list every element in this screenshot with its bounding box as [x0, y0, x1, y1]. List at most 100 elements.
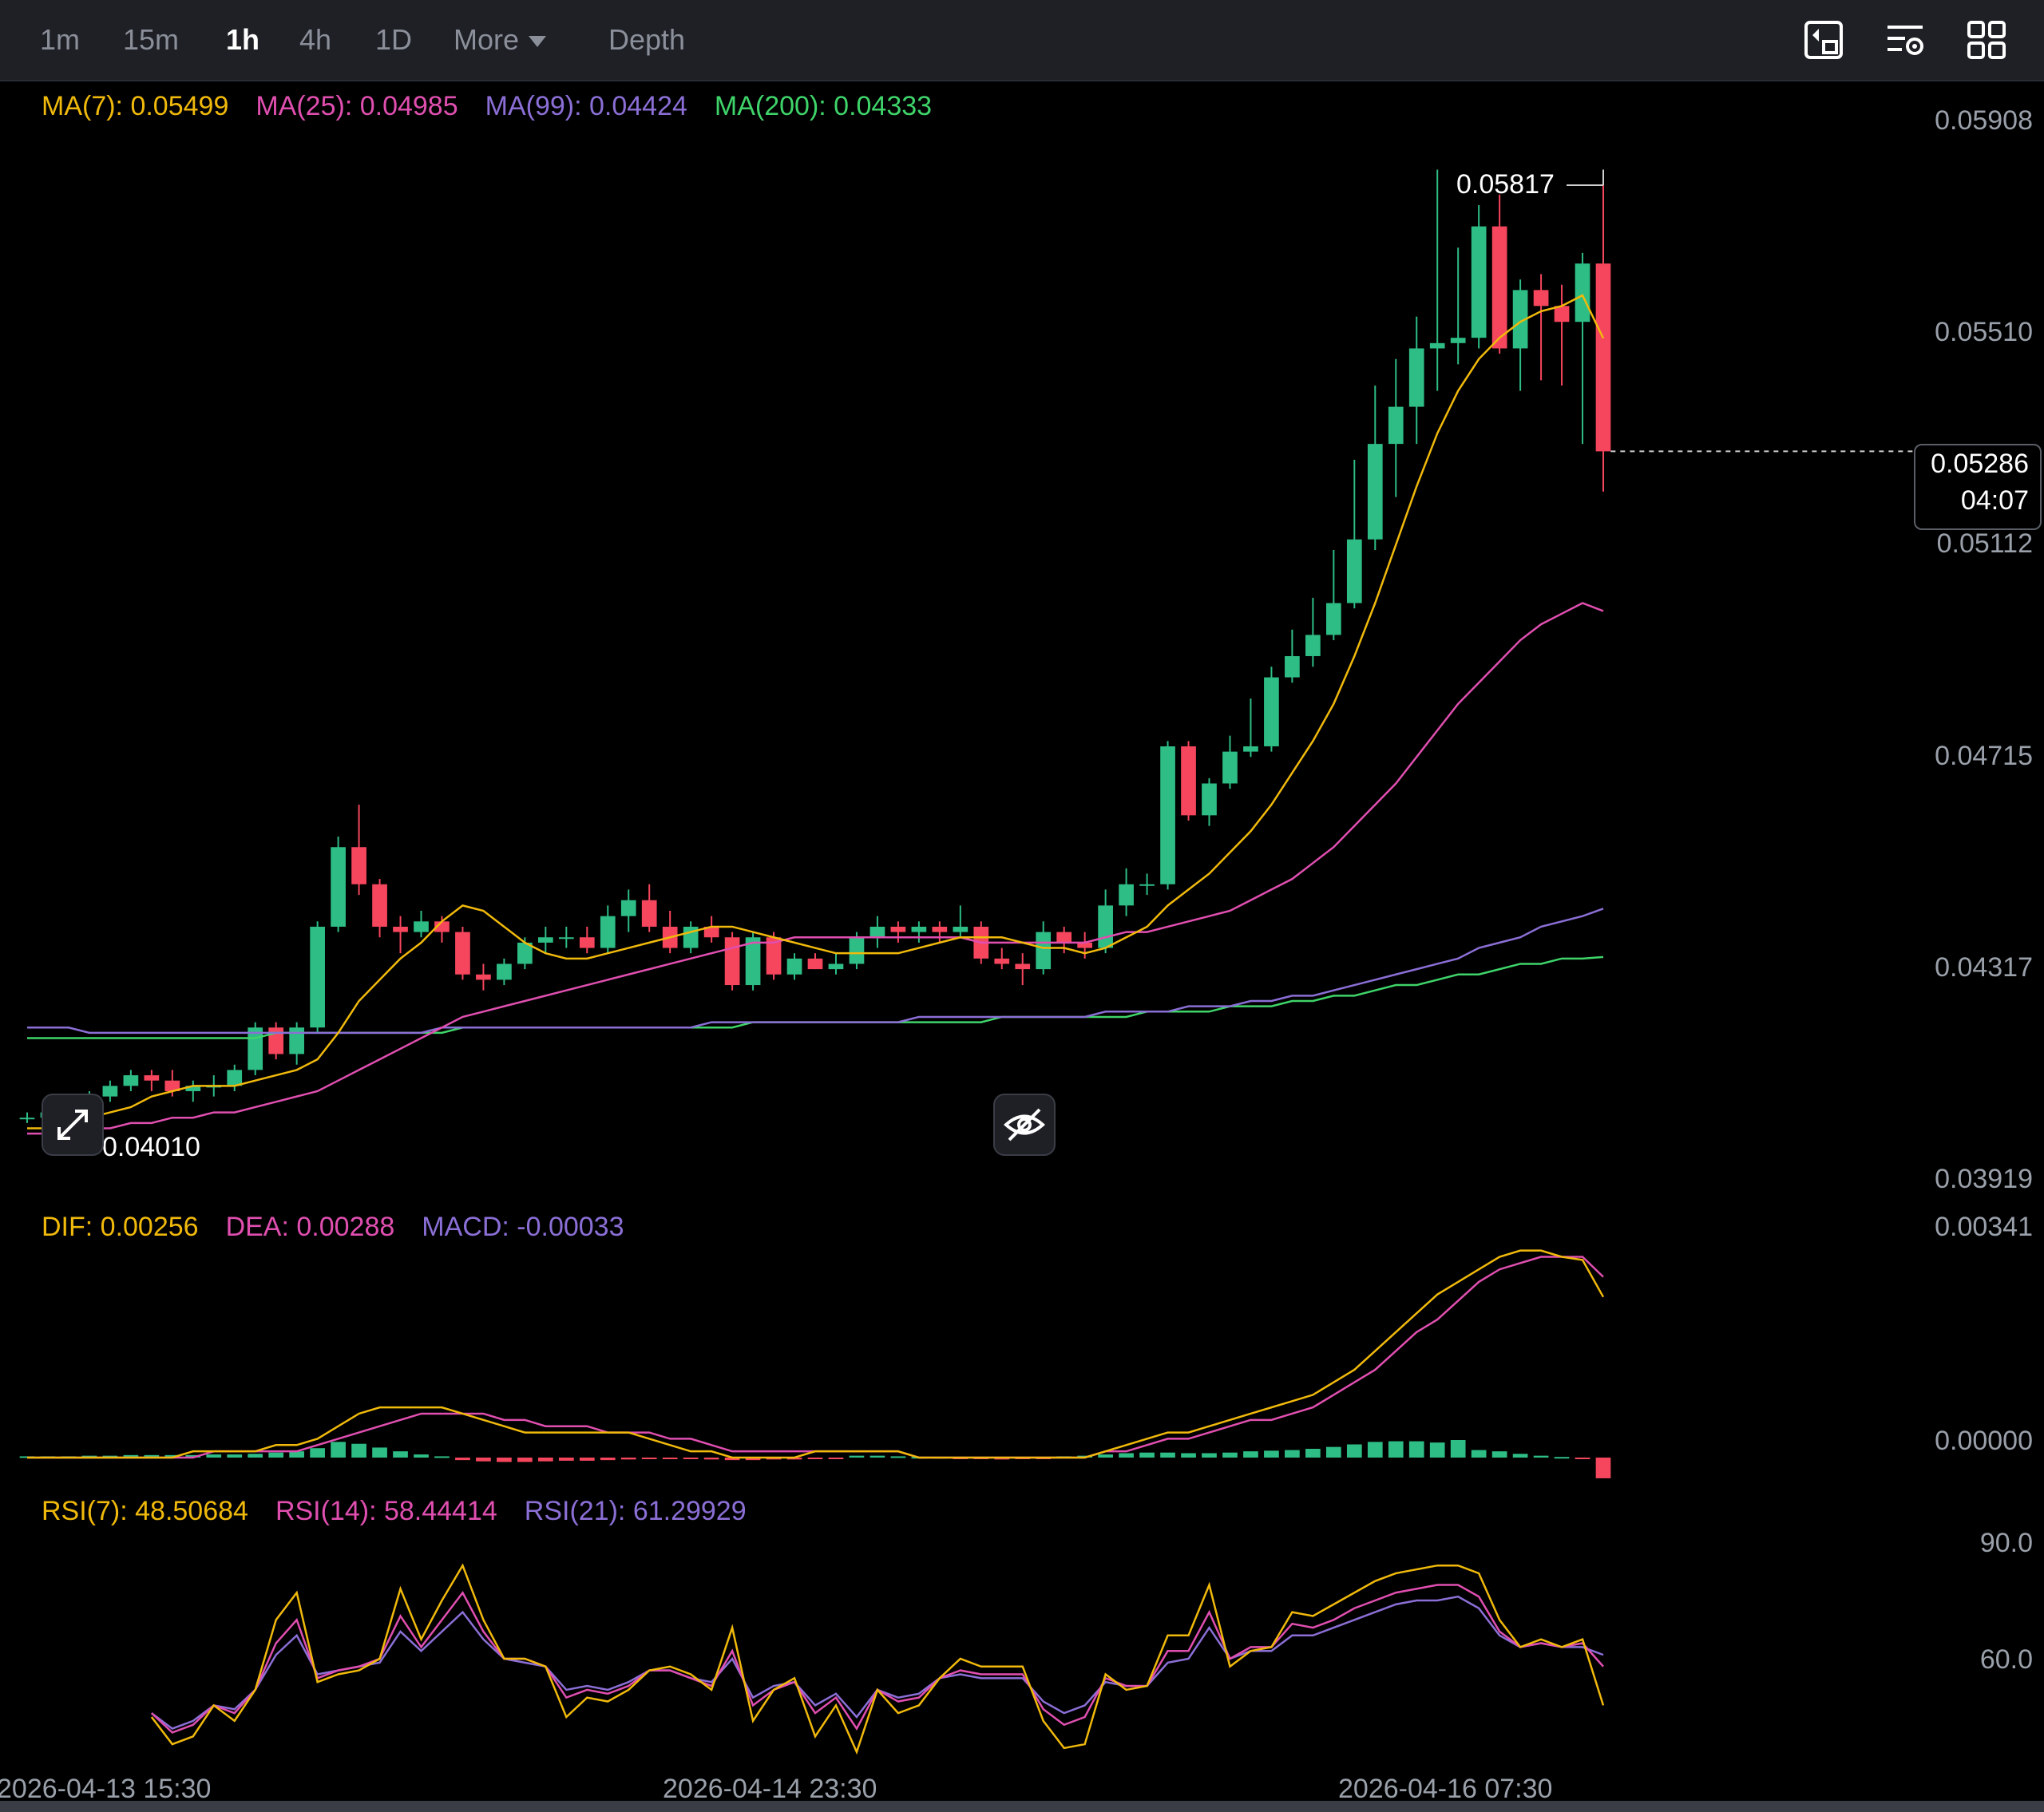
macd-histogram-bar	[1139, 1452, 1155, 1458]
toggle-indicators-button[interactable]	[993, 1094, 1056, 1156]
interval-4h[interactable]: 4h	[299, 23, 332, 56]
macd-histogram-bar	[144, 1454, 160, 1458]
candle-body	[123, 1075, 139, 1086]
dif-legend: DIF: 0.00256	[42, 1212, 199, 1242]
macd-histogram-bar	[1595, 1458, 1611, 1478]
candle-body	[268, 1027, 284, 1054]
candle-body	[890, 926, 906, 932]
candle-body	[164, 1080, 180, 1091]
candle-body	[331, 847, 346, 927]
candle-body	[1285, 655, 1300, 678]
macd-histogram-bar	[248, 1454, 263, 1458]
candle-body	[1119, 884, 1134, 906]
candle-body	[1491, 226, 1507, 349]
macd-histogram-bar	[185, 1454, 201, 1458]
macd-histogram-bar	[1202, 1453, 1217, 1458]
macd-histogram-bar	[1450, 1439, 1466, 1458]
candle-body	[1077, 942, 1093, 948]
layout-grid-icon[interactable]	[1964, 18, 2009, 62]
macd-histogram-bar	[1264, 1450, 1279, 1458]
candle-body	[1471, 226, 1487, 338]
current-price: 0.05286	[1931, 449, 2029, 479]
rsi7-line	[150, 1563, 1605, 1755]
interval-15m[interactable]: 15m	[123, 23, 180, 56]
candle-body	[1098, 905, 1113, 948]
interval-1d[interactable]: 1D	[375, 23, 413, 56]
candle-body	[1181, 746, 1196, 816]
low-price-label: 0.04010	[102, 1132, 200, 1162]
candle-body	[537, 937, 553, 943]
fullscreen-button[interactable]	[42, 1094, 104, 1156]
macd-histogram-bar	[890, 1456, 906, 1458]
macd-value-legend: MACD: -0.00033	[422, 1212, 624, 1242]
macd-histogram-bar	[703, 1458, 719, 1460]
macd-histogram-bar	[683, 1458, 699, 1459]
depth-tab[interactable]: Depth	[608, 23, 686, 56]
macd-histogram-bar	[1554, 1457, 1570, 1459]
price-axis-label: 0.04317	[1935, 952, 2033, 983]
macd-histogram-bar	[517, 1458, 533, 1462]
candle-body	[1388, 406, 1404, 445]
indicator-settings-icon[interactable]	[1883, 18, 1927, 62]
chevron-down-icon	[529, 36, 547, 48]
candle-body	[144, 1075, 160, 1081]
macd-histogram-bar	[227, 1454, 243, 1458]
candle-body	[620, 900, 636, 916]
macd-histogram-bar	[1160, 1452, 1175, 1458]
candle-body	[1367, 444, 1383, 540]
macd-histogram-bar	[620, 1458, 636, 1460]
macd-histogram-bar	[1471, 1450, 1487, 1458]
candle-body	[1036, 932, 1052, 970]
candle-body	[476, 974, 491, 980]
candle-body	[911, 926, 927, 932]
interval-1h[interactable]: 1h	[226, 23, 260, 56]
macd-histogram-bar	[164, 1454, 180, 1458]
chart-settings-icon[interactable]	[1801, 18, 1846, 62]
current-price-tag: 0.05286 04:07	[1914, 444, 2042, 530]
time-axis-label: 2026-04-13 15:30	[0, 1774, 212, 1804]
ma99-legend: MA(99): 0.04424	[485, 91, 687, 121]
macd-histogram-bar	[724, 1458, 740, 1461]
rsi14-legend: RSI(14): 58.44414	[275, 1496, 497, 1526]
macd-histogram-bar	[1512, 1454, 1528, 1458]
candle-body	[1533, 290, 1549, 307]
candle-body	[766, 937, 782, 975]
ma25-legend: MA(25): 0.04985	[256, 91, 458, 121]
rsi14-line	[150, 1584, 1604, 1734]
ma-legend: MA(7): 0.05499 MA(25): 0.04985 MA(99): 0.0…	[42, 91, 959, 122]
candle-body	[579, 937, 595, 948]
macd-histogram-bar	[1491, 1451, 1507, 1458]
candle-body	[1575, 263, 1590, 322]
more-intervals-dropdown[interactable]: More	[454, 0, 547, 80]
macd-histogram-bar	[497, 1458, 512, 1462]
candle-body	[1056, 932, 1072, 943]
macd-layer	[19, 1249, 1611, 1478]
candle-body	[497, 963, 512, 980]
macd-axis-label: 0.00341	[1935, 1212, 2033, 1242]
macd-histogram-bar	[641, 1458, 657, 1459]
candle-body	[351, 847, 366, 884]
candle-body	[828, 963, 844, 970]
candle-body	[414, 921, 429, 932]
candle-body	[1015, 963, 1031, 970]
candle-body	[517, 942, 533, 964]
dea-legend: DEA: 0.00288	[225, 1212, 395, 1242]
candle-body	[807, 958, 823, 970]
macd-histogram-bar	[455, 1458, 470, 1461]
candle-body	[1408, 348, 1424, 407]
candlestick-layer	[19, 169, 1611, 1129]
price-axis-label: 0.04715	[1935, 741, 2033, 771]
macd-histogram-bar	[1575, 1458, 1590, 1459]
macd-histogram-bar	[1119, 1453, 1134, 1458]
price-axis-label: 0.03919	[1935, 1164, 2033, 1194]
interval-1m[interactable]: 1m	[40, 23, 81, 56]
macd-histogram-bar	[434, 1456, 450, 1458]
candle-body	[1264, 677, 1279, 746]
dif-line	[27, 1249, 1605, 1459]
bottom-scrollbar[interactable]	[0, 1801, 2044, 1812]
candle-body	[19, 1118, 35, 1120]
rsi-layer	[150, 1563, 1605, 1755]
macd-histogram-bar	[745, 1458, 761, 1461]
candle-body	[1512, 290, 1528, 349]
